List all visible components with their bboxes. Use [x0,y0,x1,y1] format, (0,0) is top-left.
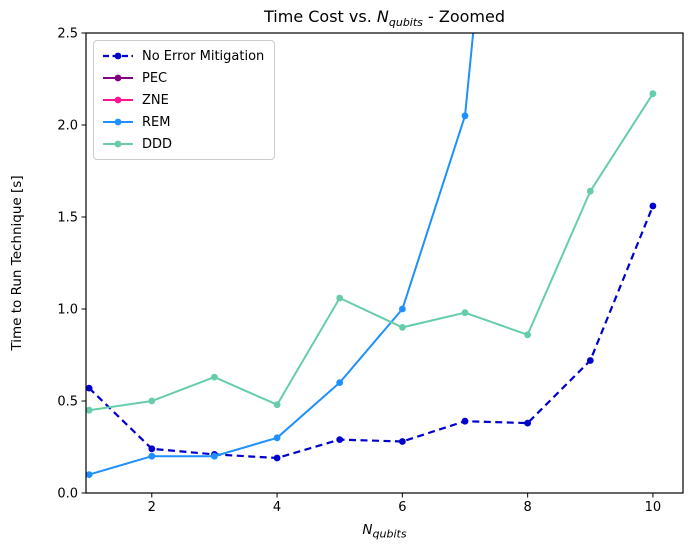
x-tick-label: 8 [524,500,532,515]
x-axis-label: Nqubits [86,522,683,541]
y-tick-label: 2.0 [57,119,78,134]
data-point-rem [399,305,406,313]
y-tick-label: 1.5 [57,211,78,226]
legend-swatch [103,74,133,82]
x-axis-label-math-var: Nqubits [362,522,407,541]
data-point-no-error-mitigation [524,419,531,427]
series-line-no-error-mitigation [88,205,654,460]
x-tick-label: 2 [148,500,156,515]
data-point-ddd [86,406,93,414]
data-point-ddd [148,397,156,405]
legend-item-pec: PEC [101,68,264,88]
data-point-ddd [399,324,406,331]
data-point-no-error-mitigation [649,202,657,210]
data-point-ddd [524,331,531,339]
legend-item-zne: ZNE [101,90,264,110]
chart-title-suffix: - Zoomed [422,7,505,26]
data-point-rem [86,471,93,478]
data-point-rem [148,452,156,460]
legend-swatch [103,118,133,126]
x-tick-label: 4 [273,500,281,515]
legend-swatch [103,140,133,148]
data-point-rem [211,452,218,460]
data-point-no-error-mitigation [273,454,281,462]
y-tick-label: 0.5 [57,395,78,410]
legend: No Error Mitigation PEC ZNE REM DDD [93,40,276,160]
data-point-ddd [586,187,594,195]
legend-label: ZNE [142,92,169,108]
y-tick-label: 2.5 [57,27,78,42]
y-tick-label: 0.0 [57,487,78,502]
x-tick-label: 6 [398,500,406,515]
data-point-no-error-mitigation [336,436,344,443]
legend-swatch [103,52,133,60]
data-point-rem [273,434,281,442]
data-point-no-error-mitigation [461,417,469,425]
legend-swatch [103,96,133,104]
chart-title-prefix: Time Cost vs. [264,7,377,26]
data-point-no-error-mitigation [399,438,406,445]
legend-label: No Error Mitigation [142,48,265,64]
data-point-ddd [211,373,218,381]
data-point-no-error-mitigation [586,357,594,364]
chart-title-math-var: Nqubits [376,7,423,30]
legend-label: REM [142,114,171,130]
data-point-no-error-mitigation [148,445,156,453]
legend-label: DDD [142,136,173,152]
x-tick-label: 10 [645,500,662,515]
legend-item-no-error-mitigation: No Error Mitigation [101,46,264,66]
legend-label: PEC [142,70,168,86]
legend-item-ddd: DDD [101,134,264,154]
series-line-ddd [88,93,654,412]
data-point-ddd [336,294,344,302]
data-point-rem [336,379,344,386]
data-point-ddd [461,309,469,317]
data-point-rem [461,112,469,120]
data-point-ddd [649,90,657,98]
axes-spines [85,32,684,494]
data-point-ddd [273,401,281,409]
series-line-rem [88,33,475,476]
legend-item-rem: REM [101,112,264,132]
y-tick-label: 1.0 [57,303,78,318]
chart-title: Time Cost vs. Nqubits - Zoomed [86,7,683,29]
data-point-no-error-mitigation [86,384,93,392]
